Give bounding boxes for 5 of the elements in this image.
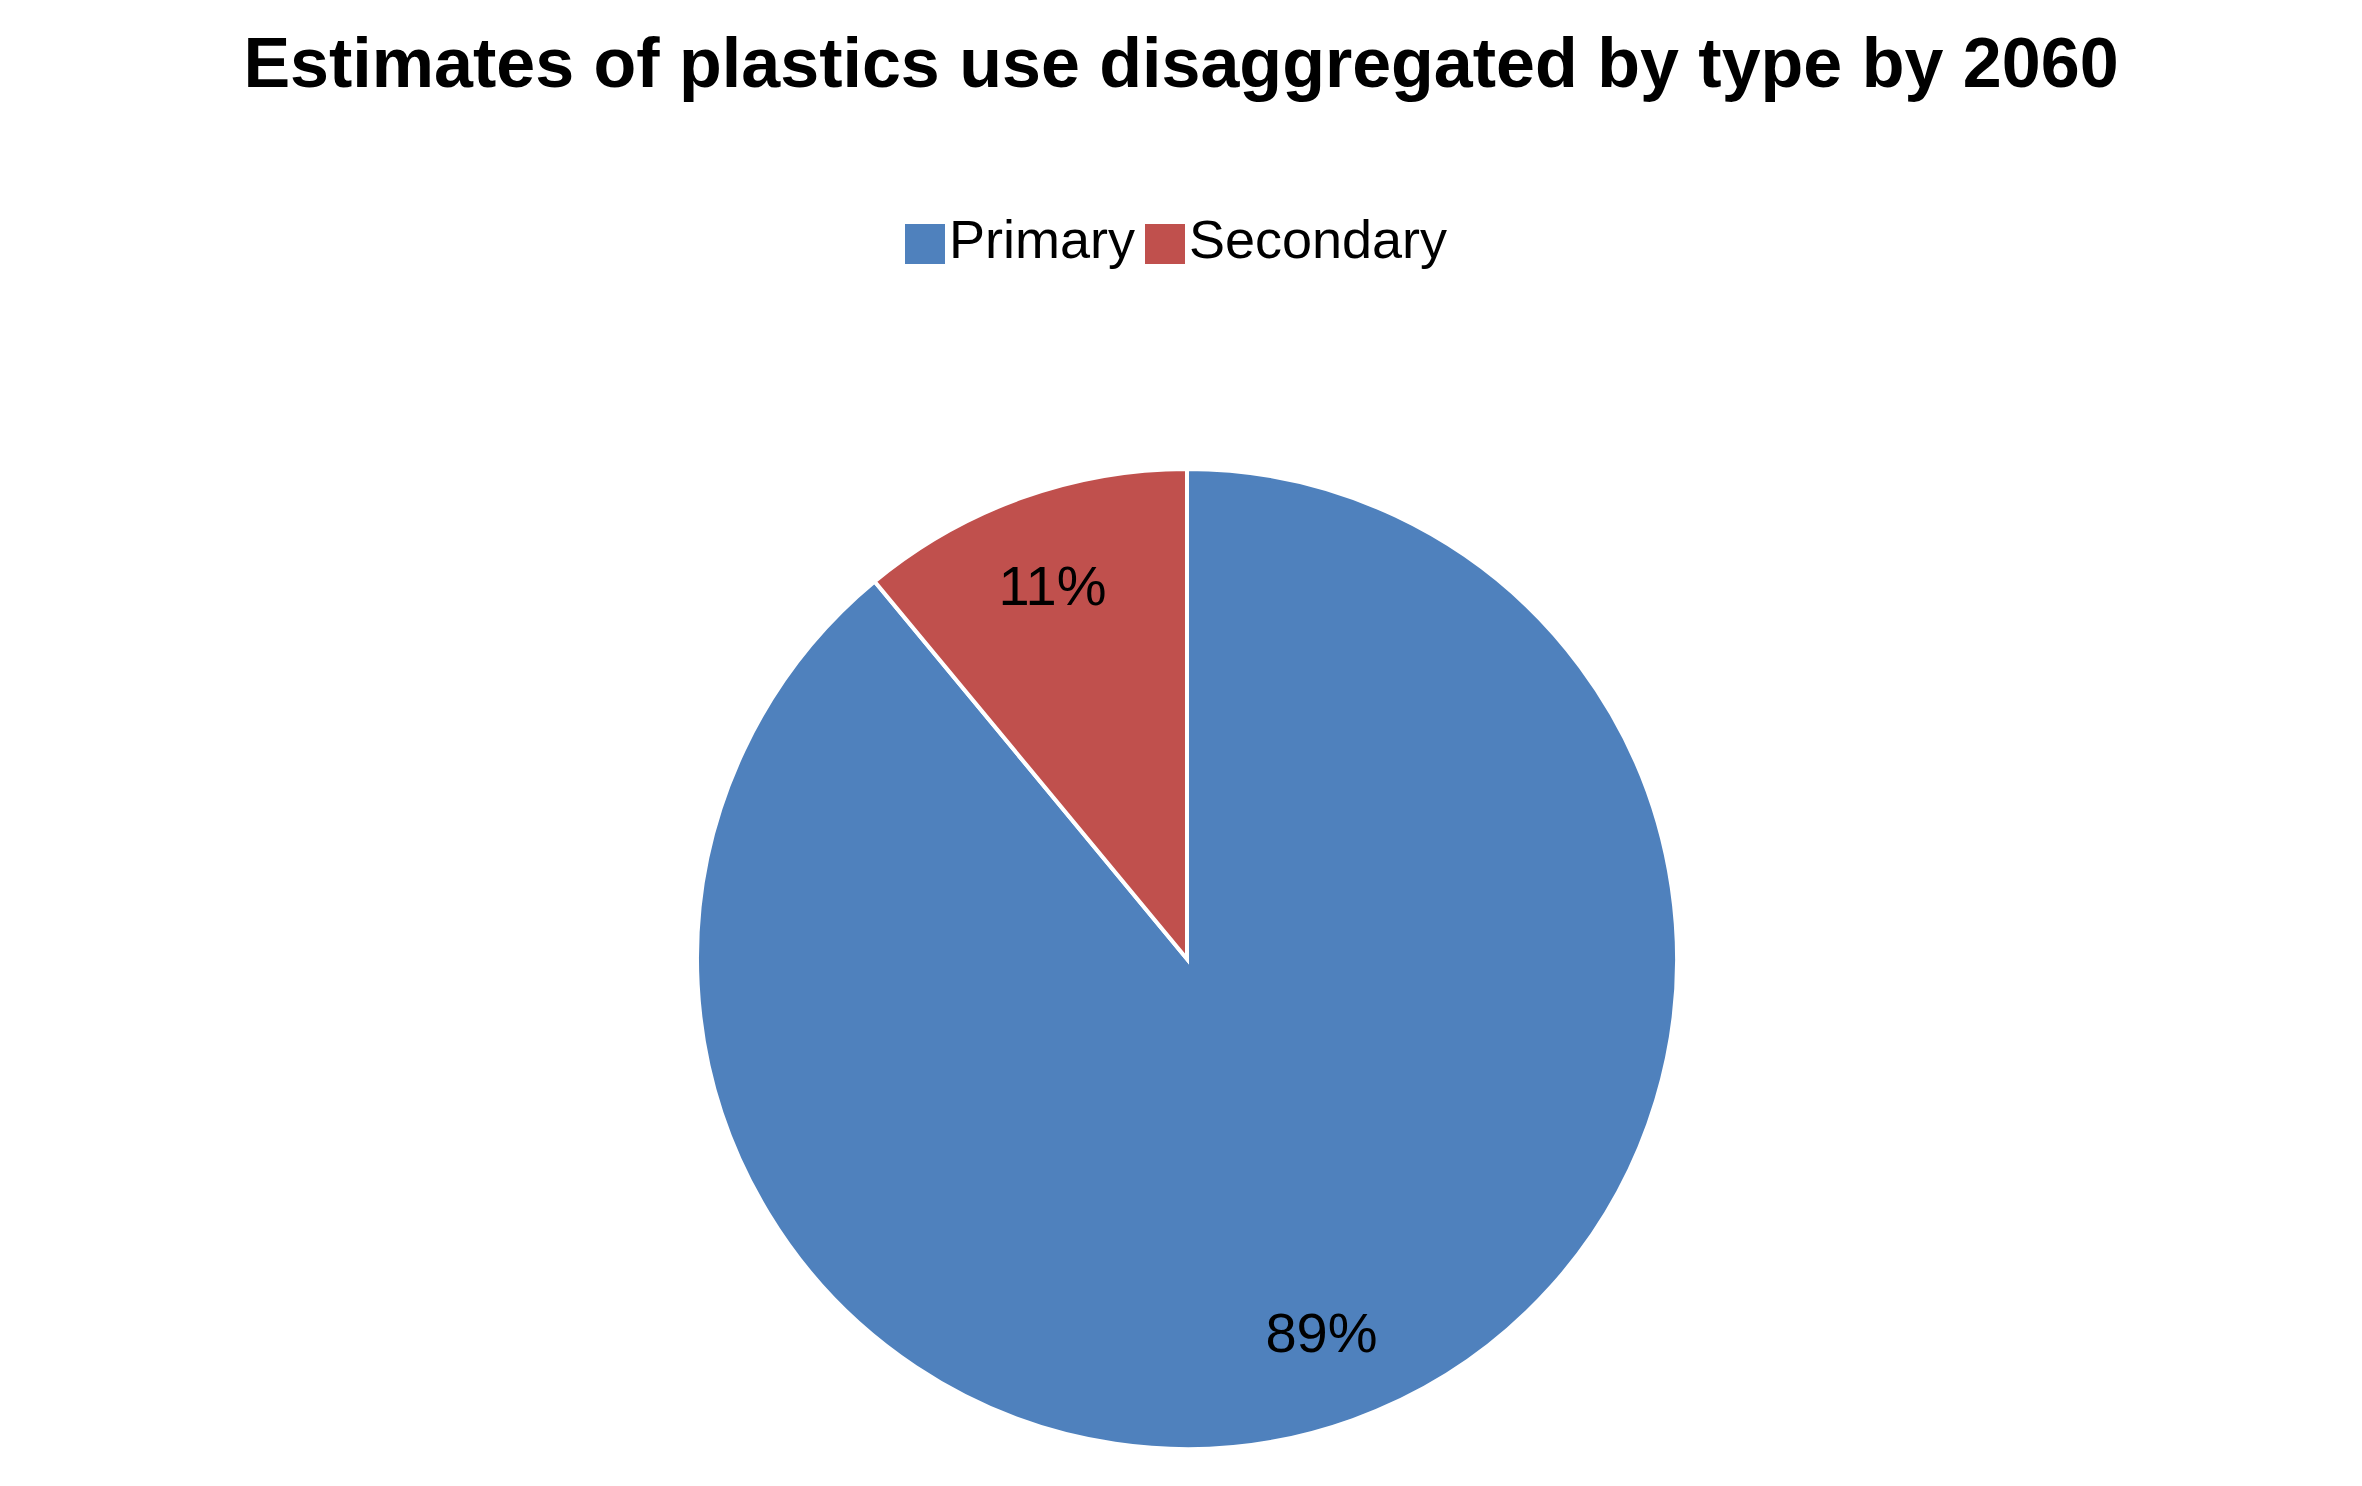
chart-title: Estimates of plastics use disaggregated by type by 2060 [242, 23, 2120, 104]
data-label: 11% [998, 554, 1107, 618]
legend-label: Secondary [1188, 209, 1448, 269]
data-label: 89% [1265, 1300, 1378, 1364]
legend-label: Primary [948, 209, 1135, 269]
